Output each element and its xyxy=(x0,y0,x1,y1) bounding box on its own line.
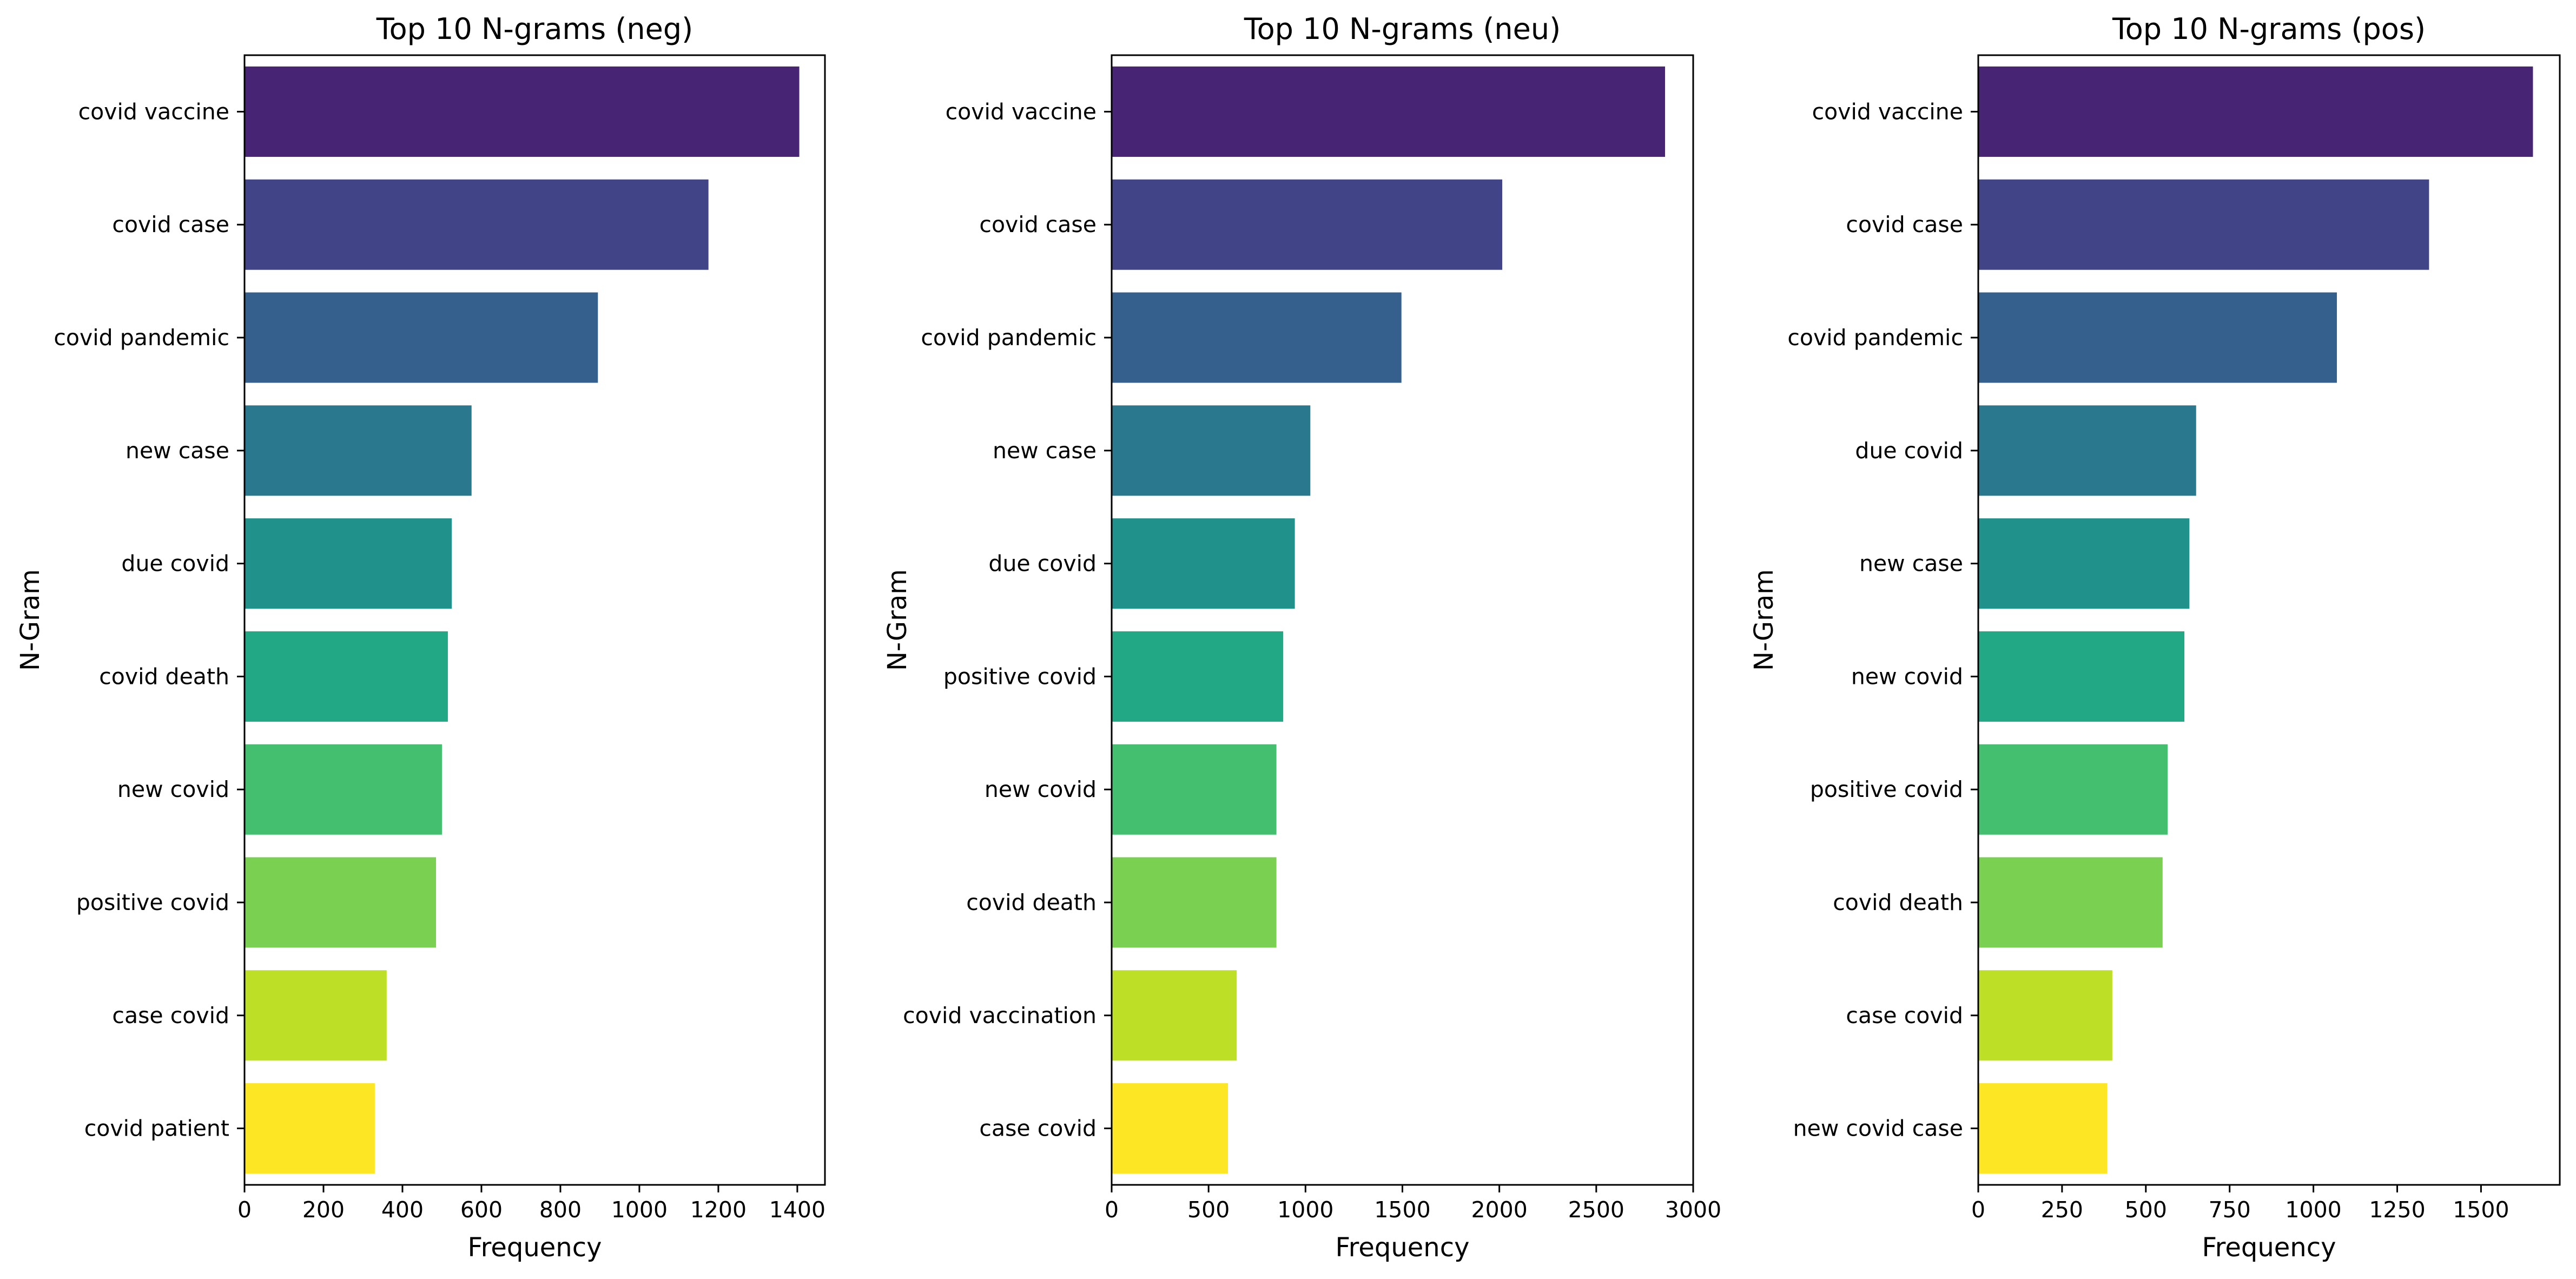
x-tick-label: 500 xyxy=(2125,1197,2167,1223)
x-axis-label: Frequency xyxy=(2202,1232,2336,1263)
x-tick-label: 1500 xyxy=(1374,1197,1430,1223)
y-tick-label: case covid xyxy=(1846,1003,1963,1029)
bar xyxy=(1112,631,1284,722)
x-tick-label: 500 xyxy=(1187,1197,1230,1223)
bar xyxy=(245,405,472,496)
y-tick-label: covid death xyxy=(1833,889,1963,915)
y-tick-label: covid case xyxy=(112,212,229,238)
x-tick-label: 1400 xyxy=(769,1197,825,1223)
y-tick-label: covid vaccine xyxy=(946,98,1097,124)
x-tick-label: 2000 xyxy=(1471,1197,1527,1223)
bar xyxy=(1978,1083,2108,1174)
y-tick-label: covid vaccine xyxy=(78,98,229,124)
bar xyxy=(1112,857,1277,948)
x-tick-label: 2500 xyxy=(1568,1197,1624,1223)
bar xyxy=(1112,405,1311,496)
y-tick-label: new case xyxy=(126,438,229,464)
bar xyxy=(1112,518,1295,609)
y-tick-label: positive covid xyxy=(1810,776,1963,802)
y-tick-label: new covid xyxy=(117,776,229,802)
bar xyxy=(245,518,452,609)
x-tick-label: 1500 xyxy=(2453,1197,2509,1223)
x-tick-label: 200 xyxy=(302,1197,345,1223)
plot-frame xyxy=(1977,54,2561,1186)
y-axis-label: N-Gram xyxy=(882,569,913,671)
x-tick-label: 600 xyxy=(460,1197,503,1223)
y-tick-label: due covid xyxy=(121,551,229,577)
chart-title: Top 10 N-grams (neg) xyxy=(376,12,693,46)
x-tick-label: 1000 xyxy=(2285,1197,2341,1223)
x-tick-label: 400 xyxy=(381,1197,424,1223)
y-tick-label: case covid xyxy=(979,1116,1097,1142)
y-tick-label: covid pandemic xyxy=(921,325,1097,351)
y-tick-label: covid death xyxy=(966,889,1097,915)
chart-title: Top 10 N-grams (neu) xyxy=(1244,12,1561,46)
y-tick-label: due covid xyxy=(988,551,1097,577)
x-tick-label: 250 xyxy=(2041,1197,2083,1223)
y-tick-label: covid case xyxy=(1846,212,1963,238)
bar xyxy=(245,179,709,270)
bar xyxy=(245,631,448,722)
chart-3: covid vaccine covid case covid pandemic due… xyxy=(1749,12,2561,1263)
chart-title: Top 10 N-grams (pos) xyxy=(2112,12,2426,46)
bar xyxy=(1112,1083,1228,1174)
chart-1: covid vaccine covid case covid pandemic new… xyxy=(15,12,826,1263)
bar xyxy=(245,744,442,835)
bar xyxy=(1978,179,2429,270)
y-tick-label: covid patient xyxy=(84,1116,229,1142)
x-tick-label: 3000 xyxy=(1665,1197,1721,1223)
bar xyxy=(245,66,800,157)
y-tick-label: new covid xyxy=(985,776,1097,802)
y-tick-label: covid pandemic xyxy=(54,325,229,351)
bar xyxy=(1978,970,2112,1061)
y-axis-label: N-Gram xyxy=(1749,569,1779,671)
bar xyxy=(1978,857,2163,948)
y-tick-label: case covid xyxy=(112,1003,229,1029)
y-tick-label: new covid case xyxy=(1793,1116,1963,1142)
bar xyxy=(245,970,387,1061)
bar xyxy=(1978,292,2337,383)
y-tick-label: covid case xyxy=(979,212,1097,238)
y-tick-label: covid death xyxy=(99,663,229,689)
bar xyxy=(1112,970,1237,1061)
x-axis-label: Frequency xyxy=(1336,1232,1470,1263)
x-tick-label: 1250 xyxy=(2369,1197,2425,1223)
bar xyxy=(1112,66,1666,157)
bar xyxy=(245,1083,375,1174)
bar xyxy=(245,857,437,948)
x-tick-label: 0 xyxy=(237,1197,252,1223)
y-tick-label: new covid xyxy=(1851,663,1963,689)
bar xyxy=(1112,292,1402,383)
bar xyxy=(1978,66,2533,157)
x-tick-label: 800 xyxy=(539,1197,582,1223)
x-tick-label: 1000 xyxy=(1277,1197,1333,1223)
x-tick-label: 0 xyxy=(1971,1197,1985,1223)
bar xyxy=(245,292,598,383)
bar xyxy=(1112,744,1277,835)
plot-frame xyxy=(243,54,826,1186)
y-tick-label: covid pandemic xyxy=(1787,325,1963,351)
y-axis-label: N-Gram xyxy=(15,569,45,671)
y-tick-label: covid vaccine xyxy=(1812,98,1963,124)
y-tick-label: new case xyxy=(993,438,1097,464)
bar xyxy=(1978,405,2196,496)
y-tick-label: positive covid xyxy=(943,663,1097,689)
bar xyxy=(1978,631,2185,722)
x-tick-label: 1200 xyxy=(690,1197,747,1223)
x-axis-label: Frequency xyxy=(468,1232,602,1263)
x-tick-label: 0 xyxy=(1105,1197,1119,1223)
x-tick-label: 750 xyxy=(2209,1197,2251,1223)
bar xyxy=(1112,179,1503,270)
y-tick-label: positive covid xyxy=(76,889,229,915)
chart-2: covid vaccine covid case covid pandemic new… xyxy=(882,12,1721,1263)
bar xyxy=(1978,744,2168,835)
x-tick-label: 1000 xyxy=(611,1197,668,1223)
bar xyxy=(1978,518,2190,609)
y-tick-label: covid vaccination xyxy=(903,1003,1097,1029)
y-tick-label: due covid xyxy=(1855,438,1963,464)
y-tick-label: new case xyxy=(1859,551,1963,577)
